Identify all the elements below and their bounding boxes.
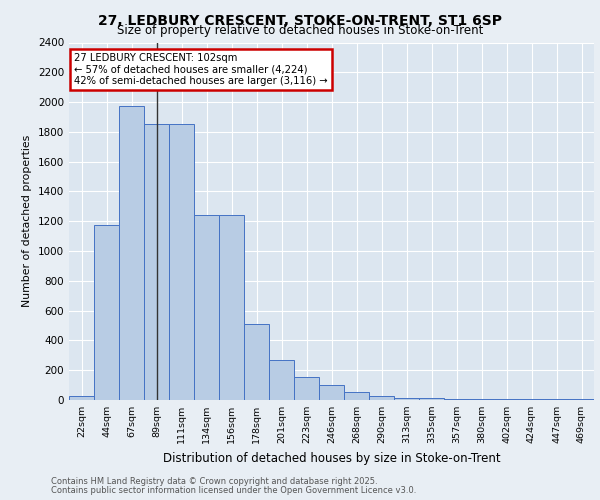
- Bar: [269, 360, 294, 400]
- Bar: [244, 324, 269, 400]
- Bar: [94, 225, 119, 400]
- Bar: [319, 385, 344, 400]
- Text: 27, LEDBURY CRESCENT, STOKE-ON-TRENT, ST1 6SP: 27, LEDBURY CRESCENT, STOKE-ON-TRENT, ST…: [98, 14, 502, 28]
- Bar: [344, 392, 369, 400]
- Bar: [294, 377, 319, 400]
- Y-axis label: Number of detached properties: Number of detached properties: [22, 135, 32, 308]
- Bar: [369, 396, 394, 400]
- Text: Contains HM Land Registry data © Crown copyright and database right 2025.: Contains HM Land Registry data © Crown c…: [51, 477, 377, 486]
- Bar: [144, 124, 169, 400]
- Bar: [194, 216, 219, 400]
- Bar: [119, 106, 144, 400]
- Bar: [69, 396, 94, 400]
- Text: Size of property relative to detached houses in Stoke-on-Trent: Size of property relative to detached ho…: [117, 24, 483, 37]
- Bar: [219, 216, 244, 400]
- X-axis label: Distribution of detached houses by size in Stoke-on-Trent: Distribution of detached houses by size …: [163, 452, 500, 464]
- Bar: [169, 124, 194, 400]
- Text: Contains public sector information licensed under the Open Government Licence v3: Contains public sector information licen…: [51, 486, 416, 495]
- Bar: [419, 398, 444, 400]
- Text: 27 LEDBURY CRESCENT: 102sqm
← 57% of detached houses are smaller (4,224)
42% of : 27 LEDBURY CRESCENT: 102sqm ← 57% of det…: [74, 53, 328, 86]
- Bar: [394, 398, 419, 400]
